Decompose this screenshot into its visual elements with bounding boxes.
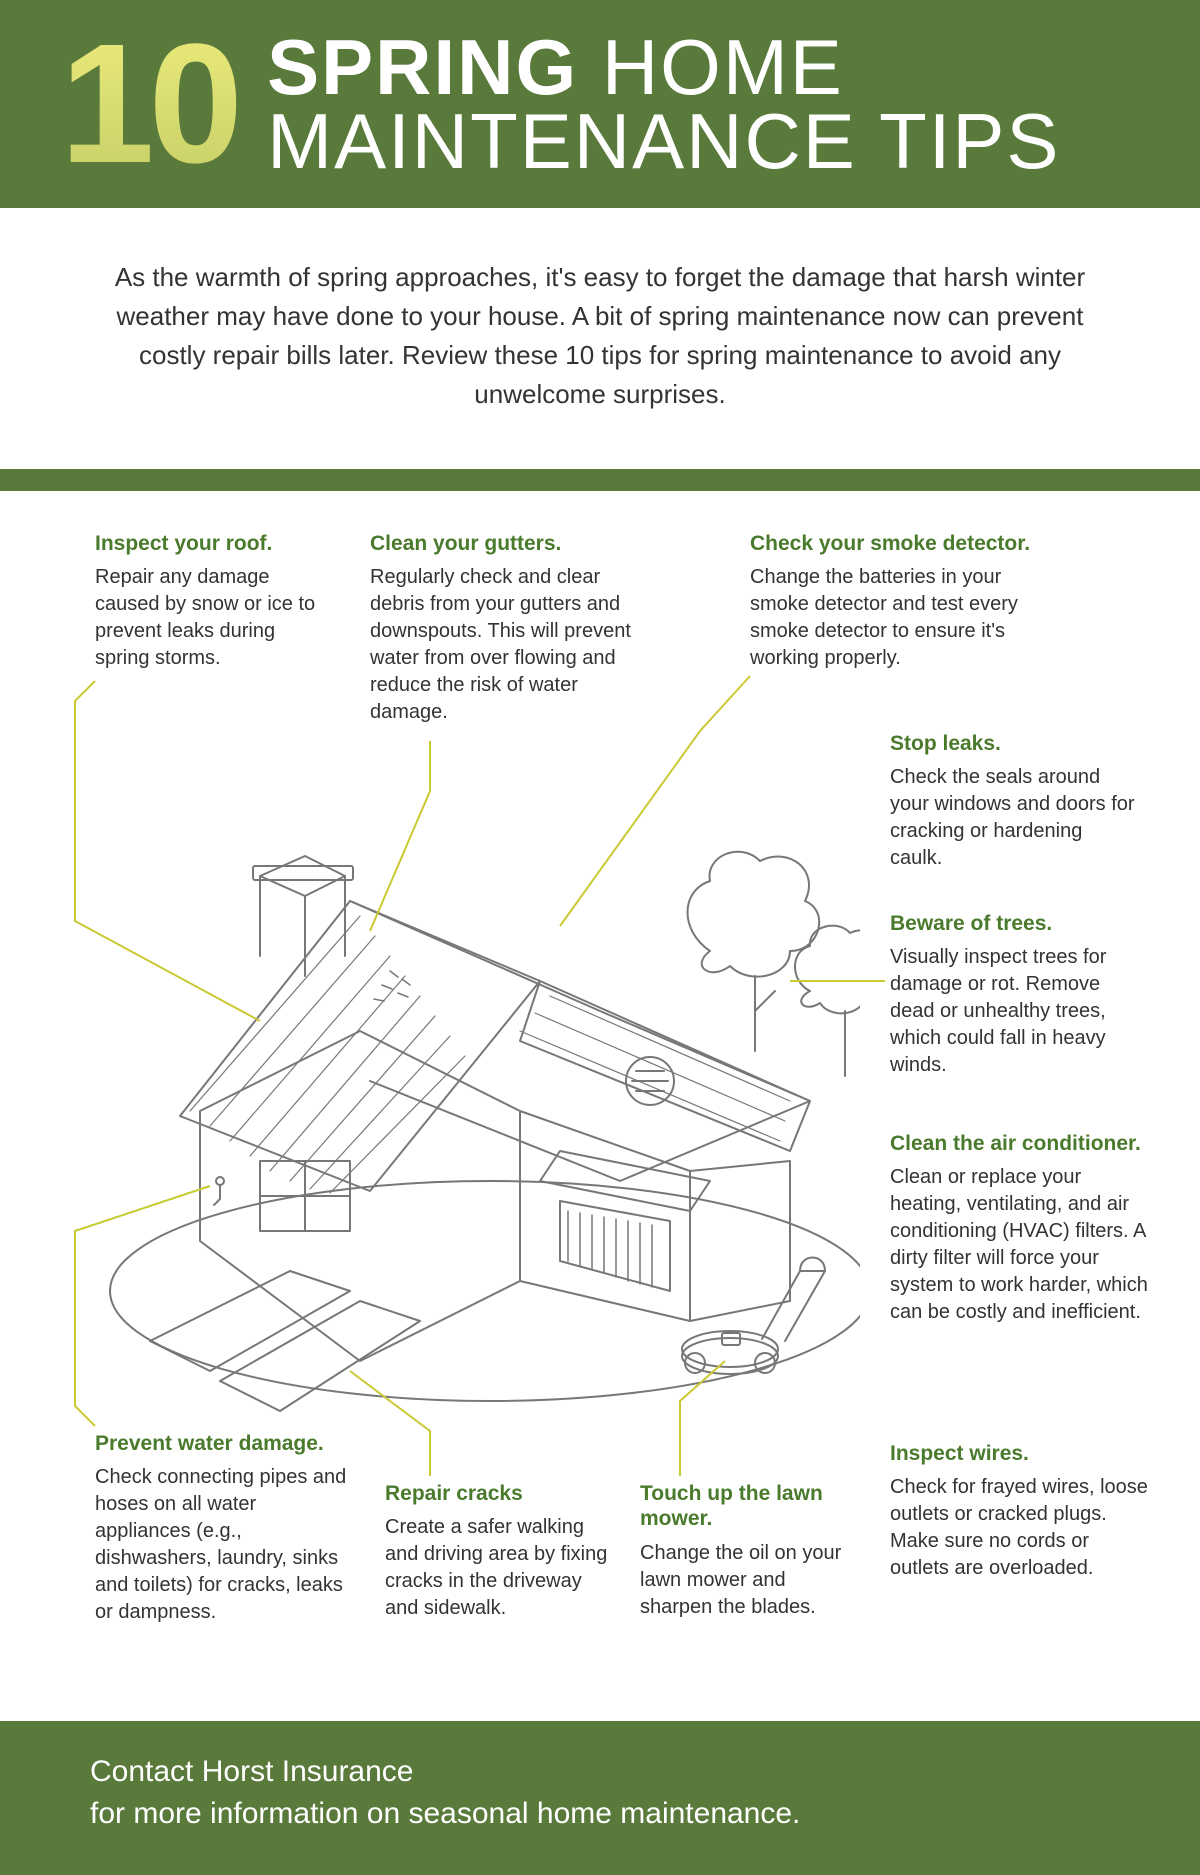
tip-repair-cracks: Repair cracks Create a safer walking and… — [385, 1481, 615, 1622]
tip-body: Clean or replace your heating, ventilati… — [890, 1164, 1150, 1326]
tip-heading: Inspect wires. — [890, 1441, 1150, 1466]
tip-heading: Check your smoke detector. — [750, 531, 1050, 556]
tip-air-conditioner: Clean the air conditioner. Clean or repl… — [890, 1131, 1150, 1326]
house-illustration — [90, 781, 860, 1431]
tip-stop-leaks: Stop leaks. Check the seals around your … — [890, 731, 1140, 872]
tip-body: Regularly check and clear debris from yo… — [370, 564, 655, 726]
tip-body: Repair any damage caused by snow or ice … — [95, 564, 325, 672]
header-banner: 10 SPRING HOME MAINTENANCE TIPS — [0, 0, 1200, 208]
divider-bar — [0, 469, 1200, 491]
header-number: 10 — [60, 32, 237, 177]
tip-heading: Inspect your roof. — [95, 531, 325, 556]
tip-clean-gutters: Clean your gutters. Regularly check and … — [370, 531, 655, 726]
tip-heading: Touch up the lawn mower. — [640, 1481, 860, 1531]
tip-body: Change the batteries in your smoke detec… — [750, 564, 1050, 672]
tip-body: Visually inspect trees for damage or rot… — [890, 944, 1130, 1079]
footer-line2: for more information on seasonal home ma… — [90, 1793, 1110, 1835]
tip-heading: Beware of trees. — [890, 911, 1130, 936]
tip-inspect-roof: Inspect your roof. Repair any damage cau… — [95, 531, 325, 672]
tip-heading: Prevent water damage. — [95, 1431, 355, 1456]
tip-body: Check the seals around your windows and … — [890, 764, 1140, 872]
tip-body: Create a safer walking and driving area … — [385, 1514, 615, 1622]
tip-body: Check connecting pipes and hoses on all … — [95, 1464, 355, 1626]
tip-body: Check for frayed wires, loose outlets or… — [890, 1474, 1150, 1582]
footer-line1: Contact Horst Insurance — [90, 1751, 1110, 1793]
infographic-main: Inspect your roof. Repair any damage cau… — [0, 491, 1200, 1721]
tip-body: Change the oil on your lawn mower and sh… — [640, 1540, 860, 1621]
tip-heading: Stop leaks. — [890, 731, 1140, 756]
tip-heading: Repair cracks — [385, 1481, 615, 1506]
tip-lawn-mower: Touch up the lawn mower. Change the oil … — [640, 1481, 860, 1620]
header-title: SPRING HOME MAINTENANCE TIPS — [267, 30, 1140, 178]
intro-paragraph: As the warmth of spring approaches, it's… — [0, 208, 1200, 469]
tip-smoke-detector: Check your smoke detector. Change the ba… — [750, 531, 1050, 672]
tip-heading: Clean the air conditioner. — [890, 1131, 1150, 1156]
tip-beware-trees: Beware of trees. Visually inspect trees … — [890, 911, 1130, 1079]
tip-prevent-water-damage: Prevent water damage. Check connecting p… — [95, 1431, 355, 1626]
footer-banner: Contact Horst Insurance for more informa… — [0, 1721, 1200, 1875]
tip-inspect-wires: Inspect wires. Check for frayed wires, l… — [890, 1441, 1150, 1582]
header-title-line2: MAINTENANCE TIPS — [267, 104, 1140, 178]
tip-heading: Clean your gutters. — [370, 531, 655, 556]
